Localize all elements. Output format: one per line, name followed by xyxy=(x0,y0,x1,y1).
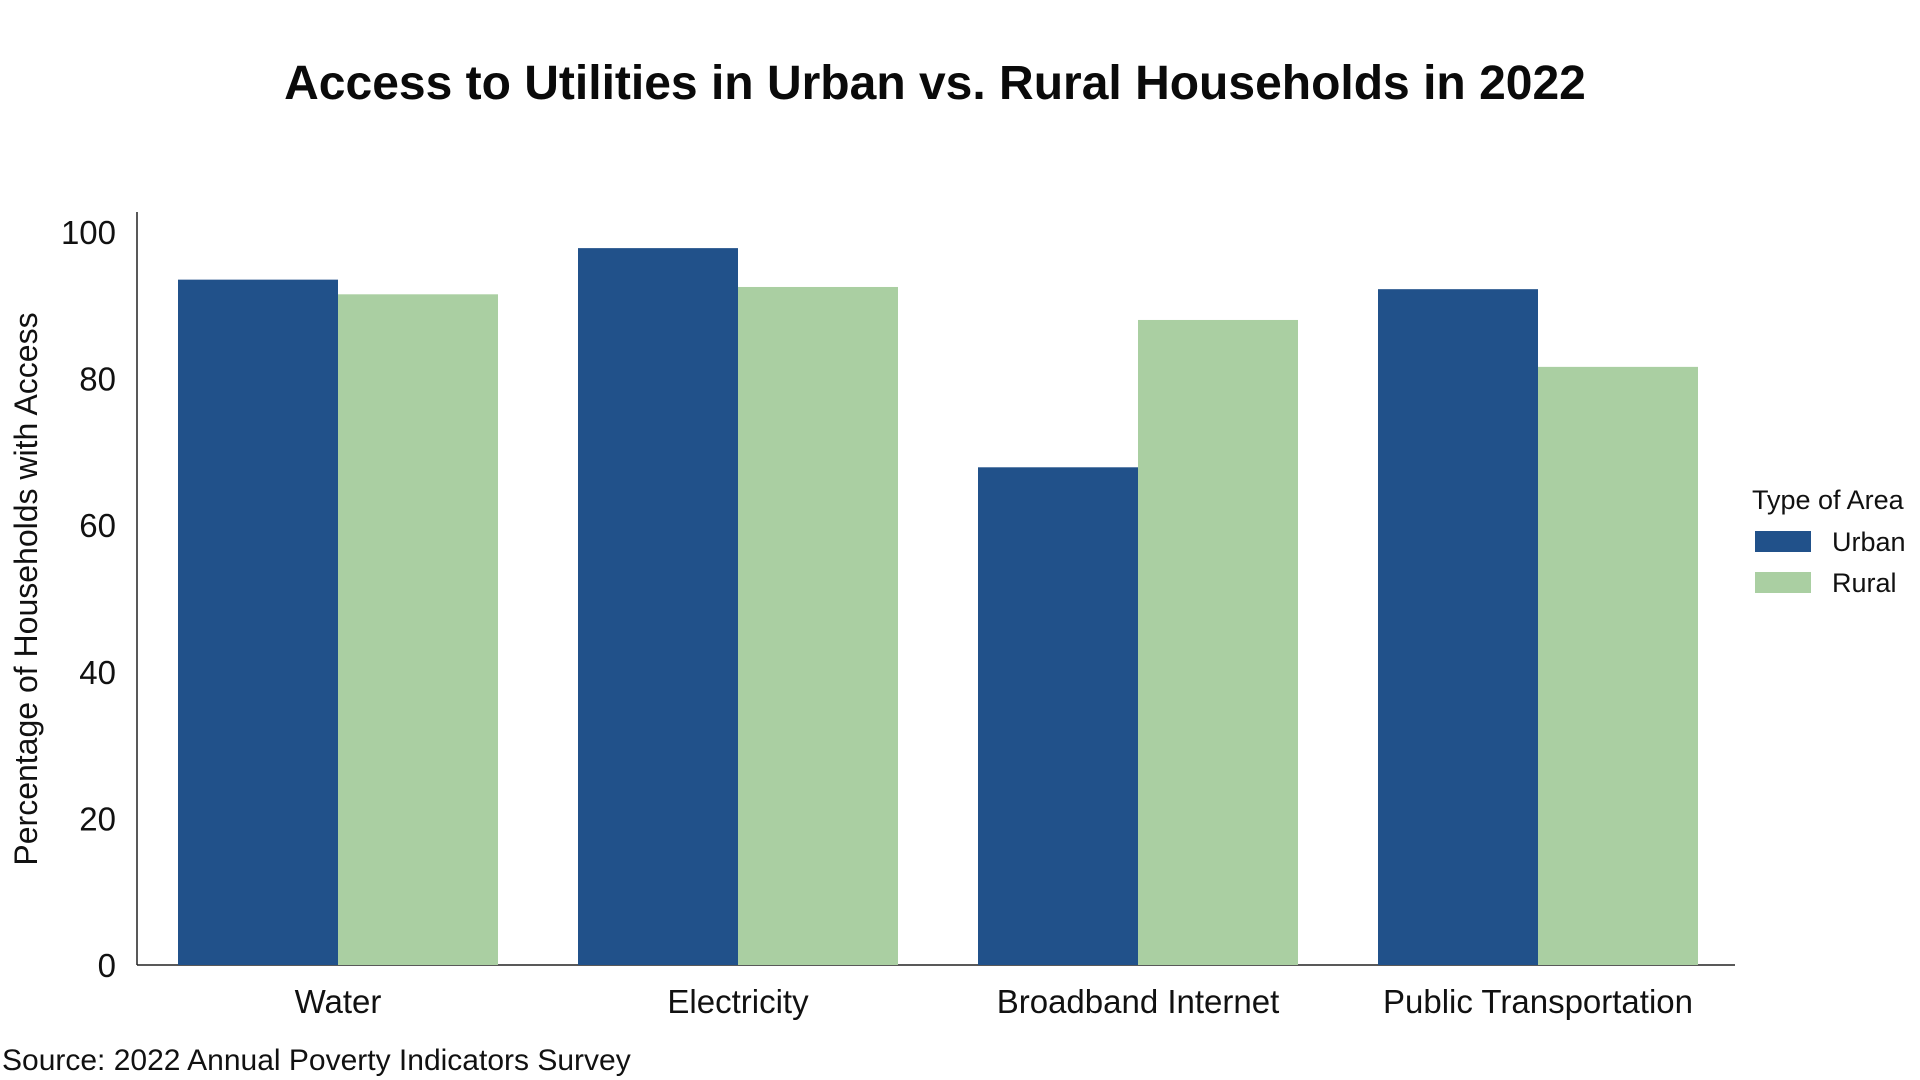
chart-title: Access to Utilities in Urban vs. Rural H… xyxy=(284,57,1586,110)
bar-urban-2 xyxy=(978,467,1138,965)
bar-rural-1 xyxy=(738,286,898,966)
x-tick-label: Water xyxy=(295,983,382,1020)
y-tick-label: 40 xyxy=(79,654,116,691)
legend-swatch-urban xyxy=(1755,531,1811,552)
x-tick-label: Electricity xyxy=(667,983,809,1020)
bar-rural-2 xyxy=(1138,319,1298,966)
bar-rural-3 xyxy=(1538,366,1698,965)
legend-swatch-rural xyxy=(1755,572,1811,593)
bar-rural-0 xyxy=(338,294,498,965)
y-tick-label: 60 xyxy=(79,507,116,544)
x-tick-labels: Water Electricity Broadband Internet Public… xyxy=(295,983,1693,1020)
y-tick-label: 80 xyxy=(79,361,116,398)
y-tick-labels: 0 20 40 60 80 100 xyxy=(61,214,116,984)
y-tick-label: 20 xyxy=(79,800,116,837)
x-tick-label: Public Transportation xyxy=(1383,983,1693,1020)
legend-label-rural: Rural xyxy=(1832,568,1897,598)
y-axis-title: Percentage of Households with Access xyxy=(8,312,44,865)
bars xyxy=(178,248,1698,966)
source-note: Source: 2022 Annual Poverty Indicators S… xyxy=(2,1044,631,1077)
y-tick-label: 100 xyxy=(61,214,116,251)
bar-urban-3 xyxy=(1378,289,1538,965)
legend: Type of Area Urban Rural xyxy=(1752,485,1906,598)
x-tick-label: Broadband Internet xyxy=(997,983,1280,1020)
bar-urban-0 xyxy=(178,279,338,965)
bar-urban-1 xyxy=(578,248,738,966)
y-tick-label: 0 xyxy=(98,947,116,984)
legend-label-urban: Urban xyxy=(1832,527,1906,557)
legend-title: Type of Area xyxy=(1752,485,1905,515)
